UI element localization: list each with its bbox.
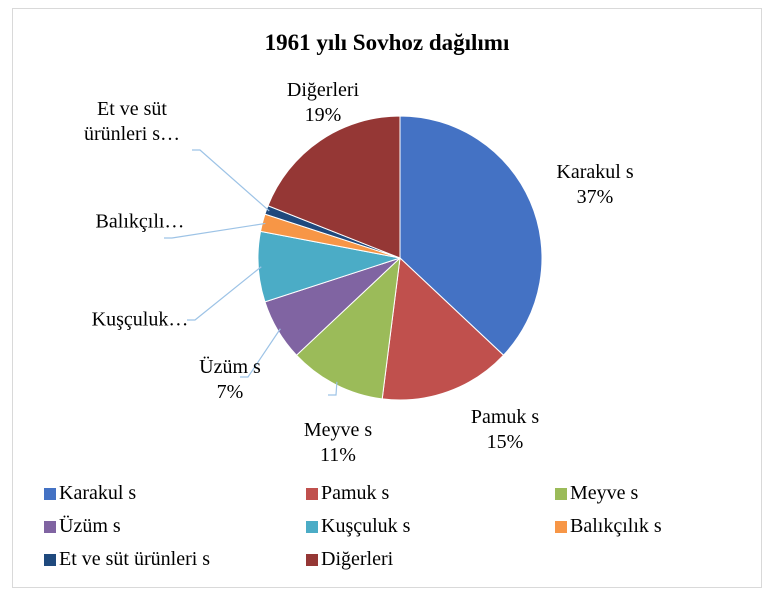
data-label: Pamuk s 15% (471, 405, 539, 455)
legend-item: Pamuk s (306, 482, 389, 505)
legend-item: Kuşçuluk s (306, 515, 410, 538)
legend-item: Karakul s (44, 482, 136, 505)
chart-title: 1961 yılı Sovhoz dağılımı (264, 30, 510, 55)
legend-swatch (44, 487, 56, 500)
data-label-name: Balıkçılı… (95, 210, 185, 233)
data-label-name: Karakul s (556, 161, 634, 183)
legend-label: Karakul s (59, 482, 137, 504)
legend-label: Balıkçılık s (570, 515, 662, 537)
legend-swatch (306, 553, 318, 566)
legend-label: Diğerleri (321, 548, 394, 570)
legend-swatch (555, 520, 567, 533)
legend-item: Diğerleri (306, 548, 393, 571)
legend-item: Üzüm s (44, 515, 121, 538)
data-label: Kuşçuluk… (92, 308, 189, 333)
legend-label: Üzüm s (59, 515, 121, 537)
data-label: Karakul s 37% (556, 160, 633, 210)
data-label-name: Meyve s (303, 419, 373, 441)
leader-line (328, 381, 338, 396)
data-label-value: 37% (576, 186, 614, 208)
legend-label: Meyve s (570, 482, 639, 504)
data-label-name: Et ve süt ürünleri s… (83, 98, 181, 145)
leader-line (164, 222, 266, 239)
data-label-value: 11% (320, 444, 356, 466)
data-label-name: Pamuk s (470, 406, 540, 428)
pie-slice (295, 256, 401, 400)
leader-line (187, 266, 262, 321)
legend-swatch (44, 553, 56, 566)
legend-swatch (306, 487, 318, 500)
chart-frame (12, 8, 762, 588)
legend-label: Kuşçuluk s (321, 515, 411, 537)
leader-line (240, 328, 281, 378)
legend-swatch (44, 520, 56, 533)
data-label-value: 19% (304, 104, 342, 126)
data-label-value: 7% (216, 381, 244, 403)
data-label: Et ve süt ürünleri s… (67, 97, 197, 147)
data-label-name: Üzüm s (199, 356, 261, 378)
legend-swatch (306, 520, 318, 533)
data-label: Diğerleri 19% (287, 78, 359, 128)
legend-label: Pamuk s (321, 482, 390, 504)
pie-slice (381, 256, 505, 401)
pie-slice (267, 115, 401, 259)
data-label-value: 15% (486, 431, 524, 453)
leader-line (192, 149, 270, 212)
data-label: Üzüm s 7% (199, 355, 261, 405)
data-label: Balıkçılı… (96, 210, 185, 235)
data-label-name: Diğerleri (286, 79, 360, 101)
legend-label: Et ve süt ürünleri s (59, 548, 211, 570)
data-label: Meyve s 11% (304, 418, 372, 468)
legend-item: Et ve süt ürünleri s (44, 548, 210, 571)
data-label-name: Kuşçuluk… (91, 308, 189, 331)
legend-item: Meyve s (555, 482, 638, 505)
legend-item: Balıkçılık s (555, 515, 662, 538)
pie-slice (399, 115, 543, 356)
legend-swatch (555, 487, 567, 500)
